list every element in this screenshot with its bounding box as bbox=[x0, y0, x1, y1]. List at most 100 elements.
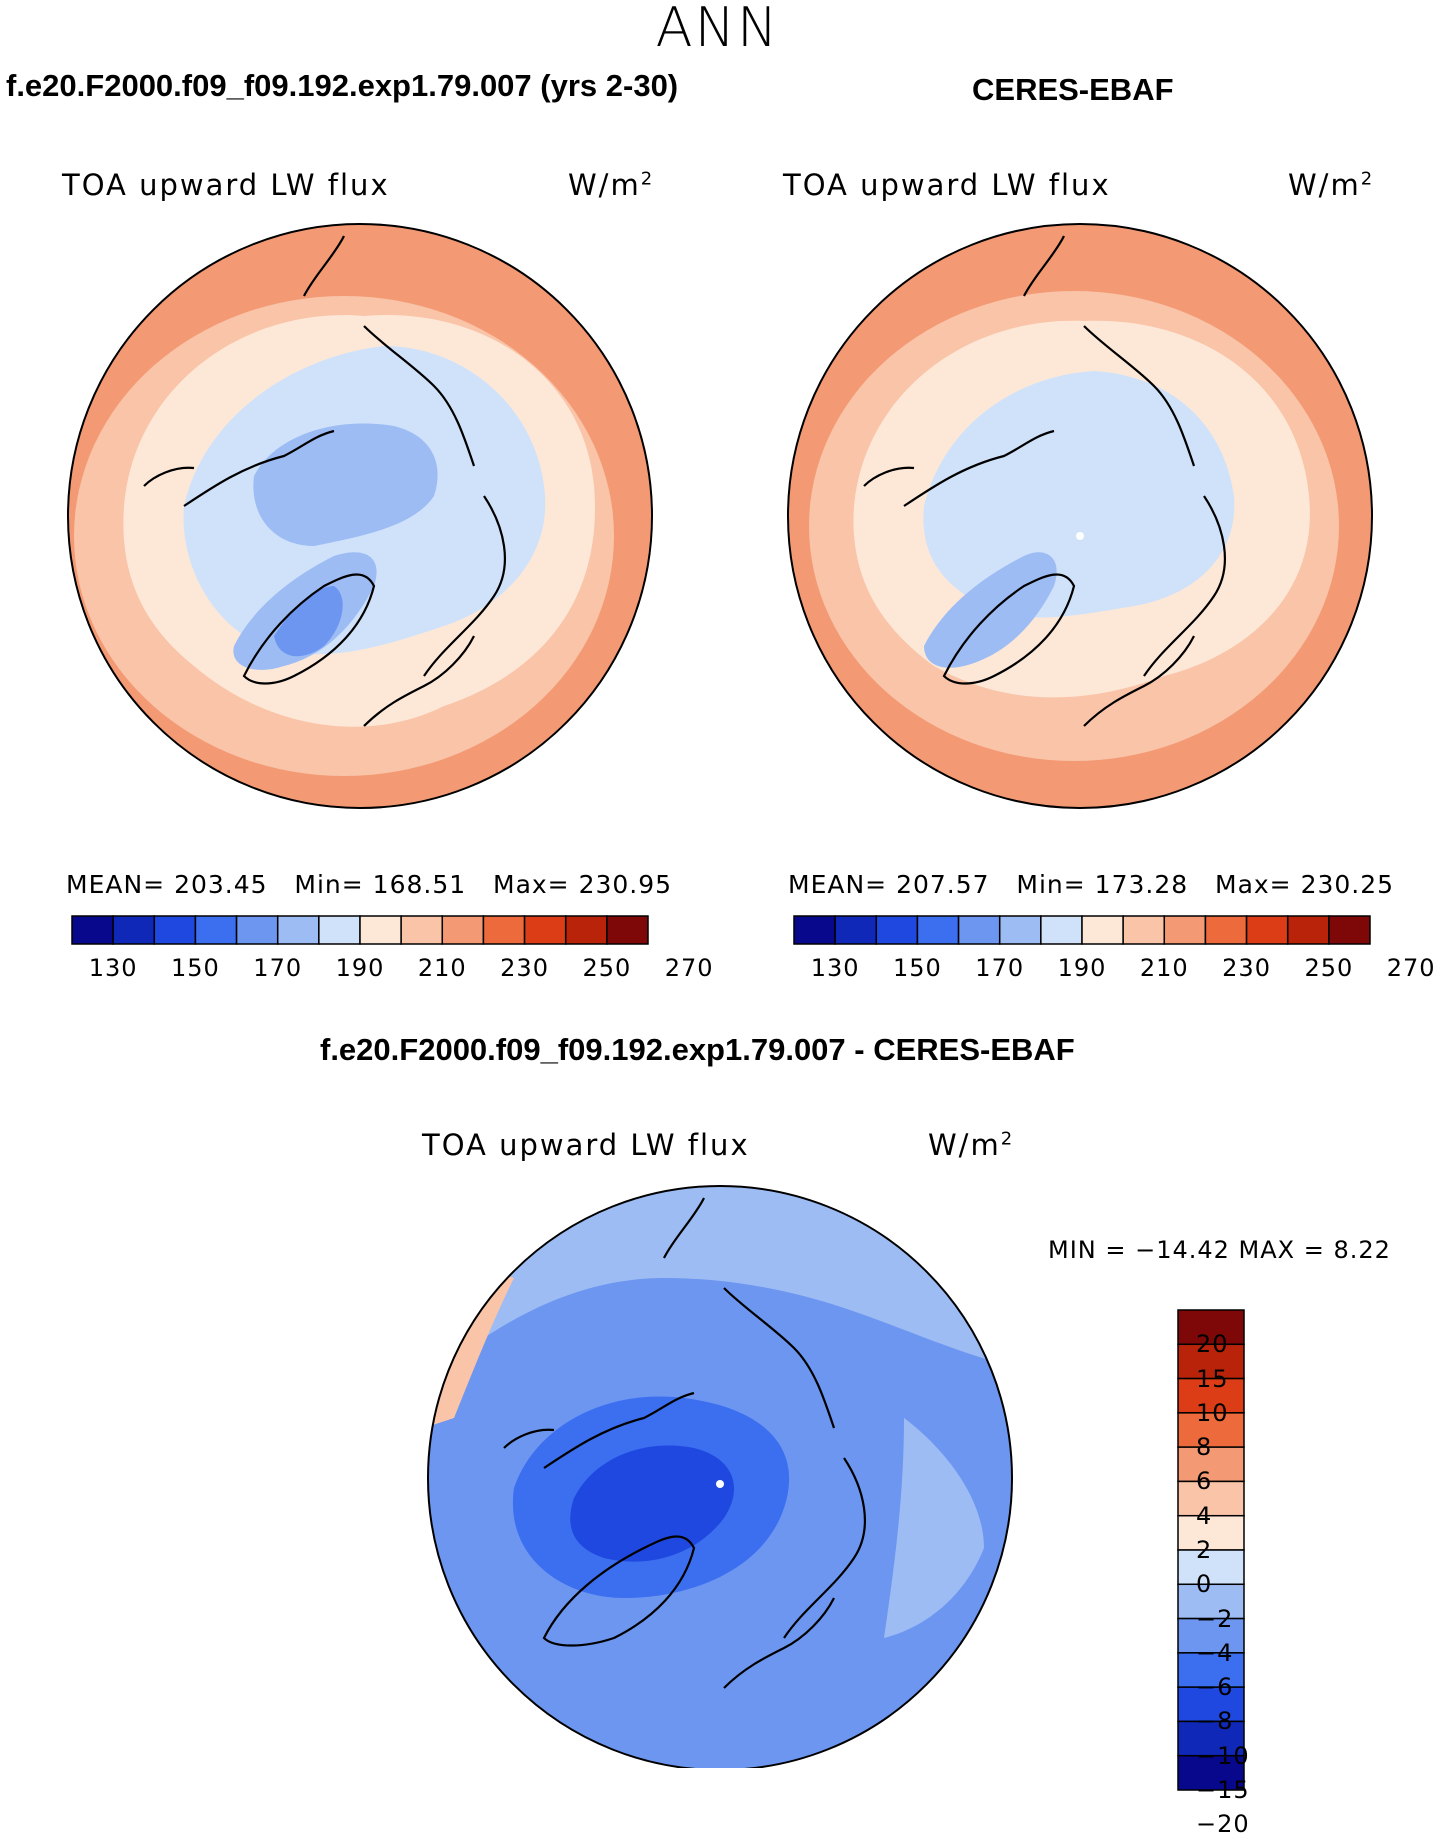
colorbar-tick-label: 130 bbox=[88, 954, 138, 982]
diff-colorbar-boxes bbox=[1177, 1309, 1245, 1791]
colorbar-box bbox=[1245, 915, 1289, 945]
colorbar-box bbox=[916, 915, 960, 945]
colorbar-box bbox=[1122, 915, 1166, 945]
colorbar-box bbox=[1163, 915, 1207, 945]
colorbar-box bbox=[523, 915, 567, 945]
model-stats: MEAN= 203.45 Min= 168.51 Max= 230.95 bbox=[66, 870, 672, 899]
model-colorbar bbox=[71, 915, 649, 945]
obs-mean-value: 207.57 bbox=[896, 870, 990, 899]
colorbar-box bbox=[1204, 915, 1248, 945]
colorbar-tick-label: 150 bbox=[171, 954, 220, 982]
diff-colorbar-box bbox=[1177, 1480, 1245, 1517]
model-max-label: Max= bbox=[493, 870, 570, 899]
diff-colorbar-box bbox=[1177, 1583, 1245, 1620]
colorbar-tick-label: 230 bbox=[500, 954, 549, 982]
model-panel-title: f.e20.F2000.f09_f09.192.exp1.79.007 (yrs… bbox=[6, 68, 679, 103]
model-units-label: W/m2 bbox=[568, 168, 655, 202]
obs-variable-label: TOA upward LW flux bbox=[783, 168, 1111, 202]
colorbar-box bbox=[1081, 915, 1124, 945]
colorbar-box bbox=[1040, 915, 1083, 945]
colorbar-tick-label: 170 bbox=[975, 954, 1025, 982]
colorbar-box bbox=[235, 915, 279, 945]
colorbar-tick-label: 130 bbox=[810, 954, 860, 982]
model-mean-value: 203.45 bbox=[174, 870, 268, 899]
colorbar-tick-label: 250 bbox=[582, 954, 632, 982]
obs-mean-label: MEAN= bbox=[788, 870, 888, 899]
obs-map-pole-marker bbox=[1076, 532, 1084, 540]
model-mean-label: MEAN= bbox=[66, 870, 166, 899]
colorbar-tick-label: 170 bbox=[253, 954, 303, 982]
model-map-boundary bbox=[67, 223, 653, 809]
diff-panel-title: f.e20.F2000.f09_f09.192.exp1.79.007 - CE… bbox=[320, 1032, 1075, 1067]
diff-minmax-label: MIN = −14.42 MAX = 8.22 bbox=[1048, 1236, 1391, 1264]
colorbar-tick-label: 190 bbox=[335, 954, 385, 982]
obs-panel-title: CERES-EBAF bbox=[972, 72, 1174, 107]
obs-max-value: 230.25 bbox=[1300, 870, 1395, 899]
diff-colorbar-box bbox=[1177, 1446, 1245, 1483]
model-map-greenland-lowest bbox=[274, 586, 343, 657]
diff-variable-label: TOA upward LW flux bbox=[422, 1128, 750, 1162]
colorbar-tick-label: 190 bbox=[1057, 954, 1107, 982]
diff-map-boundary bbox=[427, 1185, 1013, 1768]
obs-max-label: Max= bbox=[1215, 870, 1292, 899]
colorbar-box bbox=[112, 915, 156, 945]
obs-polar-map bbox=[787, 223, 1373, 809]
diff-colorbar bbox=[1177, 1309, 1245, 1791]
diff-colorbar-box bbox=[1177, 1309, 1245, 1346]
obs-colorbar-boxes bbox=[793, 915, 1371, 945]
obs-colorbar-ticks: 130 150 170 190 210 230 250 270 bbox=[0, 954, 1435, 988]
model-map-coastlines bbox=[143, 235, 506, 727]
colorbar-box bbox=[359, 915, 402, 945]
colorbar-box bbox=[153, 915, 197, 945]
colorbar-box bbox=[834, 915, 878, 945]
colorbar-box bbox=[71, 915, 114, 945]
colorbar-box bbox=[276, 915, 320, 945]
colorbar-box bbox=[482, 915, 526, 945]
colorbar-box bbox=[400, 915, 444, 945]
diff-colorbar-box bbox=[1177, 1377, 1245, 1414]
diff-map-east-light bbox=[884, 1418, 984, 1638]
colorbar-box bbox=[318, 915, 361, 945]
diff-colorbar-box bbox=[1177, 1720, 1245, 1757]
colorbar-box bbox=[957, 915, 1001, 945]
diff-colorbar-box bbox=[1177, 1754, 1245, 1791]
diff-colorbar-box bbox=[1177, 1549, 1245, 1586]
colorbar-box bbox=[793, 915, 836, 945]
obs-stats: MEAN= 207.57 Min= 173.28 Max= 230.25 bbox=[788, 870, 1394, 899]
colorbar-box bbox=[564, 915, 608, 945]
model-colorbar-boxes bbox=[71, 915, 649, 945]
colorbar-tick-label: 250 bbox=[1304, 954, 1354, 982]
model-polar-map bbox=[67, 223, 653, 809]
model-colorbar-ticks: 130 150 170 190 210 230 250 270 bbox=[0, 954, 1435, 988]
model-min-label: Min= bbox=[294, 870, 364, 899]
model-variable-label: TOA upward LW flux bbox=[62, 168, 390, 202]
model-map-low-zone bbox=[253, 423, 438, 546]
colorbar-tick-label: 270 bbox=[1386, 954, 1435, 982]
diff-colorbar-box bbox=[1177, 1514, 1245, 1551]
obs-units-label: W/m2 bbox=[1288, 168, 1375, 202]
diff-map-darker-zone bbox=[570, 1445, 734, 1562]
diff-colorbar-box bbox=[1177, 1652, 1245, 1688]
obs-min-value: 173.28 bbox=[1094, 870, 1189, 899]
colorbar-box bbox=[1328, 915, 1371, 945]
colorbar-tick-label: 150 bbox=[893, 954, 942, 982]
diff-map-pole-marker bbox=[716, 1480, 724, 1488]
diff-polar-map bbox=[427, 1185, 1013, 1768]
diff-colorbar-box bbox=[1177, 1343, 1245, 1380]
diff-colorbar-tick-label: −20 bbox=[1196, 1810, 1250, 1838]
model-min-value: 168.51 bbox=[372, 870, 467, 899]
obs-map-greenland-low bbox=[924, 552, 1057, 668]
obs-colorbar bbox=[793, 915, 1371, 945]
obs-min-label: Min= bbox=[1016, 870, 1086, 899]
obs-map-boundary bbox=[787, 223, 1373, 809]
diff-units-label: W/m2 bbox=[928, 1128, 1015, 1162]
colorbar-box bbox=[1286, 915, 1330, 945]
diff-map-coastlines bbox=[503, 1197, 866, 1689]
season-title: ANN bbox=[655, 0, 780, 59]
colorbar-box bbox=[441, 915, 485, 945]
colorbar-box bbox=[606, 915, 649, 945]
obs-map-coastlines bbox=[863, 235, 1226, 727]
obs-map-arctic-zone bbox=[923, 371, 1235, 618]
model-max-value: 230.95 bbox=[578, 870, 673, 899]
colorbar-tick-label: 210 bbox=[417, 954, 467, 982]
